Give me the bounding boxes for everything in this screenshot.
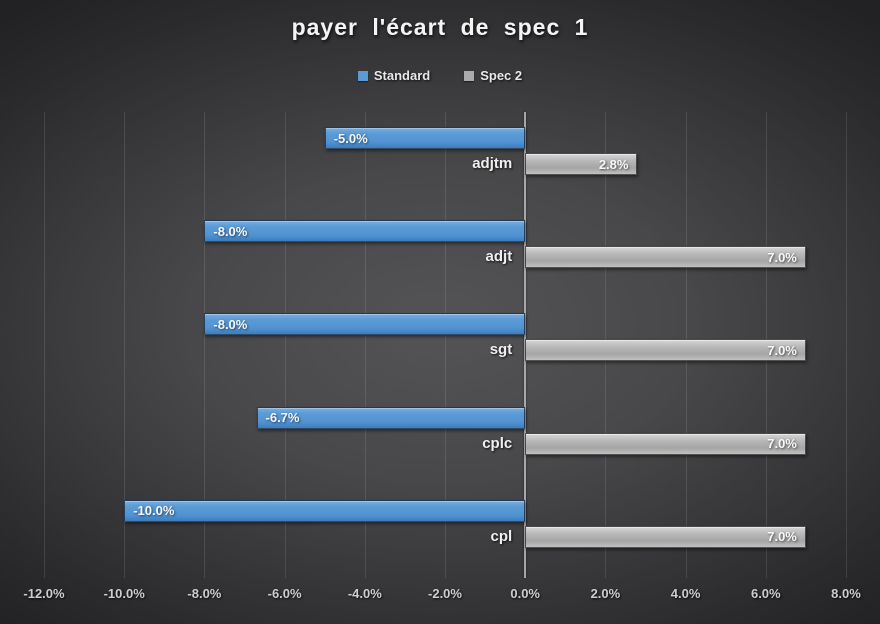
x-tick-label: 8.0% xyxy=(831,586,861,601)
bar-value-label: -8.0% xyxy=(213,316,248,332)
bar-value-label: 7.0% xyxy=(767,342,797,358)
bar-value-label: -8.0% xyxy=(213,223,248,239)
category-band-adjt: -8.0% 7.0% adjt xyxy=(44,205,846,298)
category-band-cpl: -10.0% 7.0% cpl xyxy=(44,485,846,578)
legend-swatch xyxy=(464,70,475,81)
gridline xyxy=(44,112,45,578)
x-tick-label: 4.0% xyxy=(670,586,701,601)
x-tick-label: -8.0% xyxy=(187,586,222,601)
legend-item-standard: Standard xyxy=(357,68,431,83)
category-label-cplc: cplc xyxy=(482,434,513,452)
bar-spec2-cpl: 7.0% xyxy=(525,525,806,548)
bar-standard-cpl: -10.0% xyxy=(124,499,526,522)
category-band-adjtm: -5.0% 2.8% adjtm xyxy=(44,112,846,205)
x-tick-label: -10.0% xyxy=(103,586,145,601)
category-label-adjt: adjt xyxy=(485,248,513,266)
chart-legend: Standard Spec 2 xyxy=(0,68,880,83)
category-band-cplc: -6.7% 7.0% cplc xyxy=(44,392,846,485)
category-label-sgt: sgt xyxy=(489,341,513,359)
bar-value-label: -10.0% xyxy=(133,503,175,519)
bar-value-label: 7.0% xyxy=(767,249,797,265)
x-axis: -12.0% -10.0% -8.0% -6.0% -4.0% -2.0% 0.0% 2.0%… xyxy=(23,586,860,610)
category-label-adjtm: adjtm xyxy=(472,155,513,172)
bar-standard-adjtm: -5.0% xyxy=(324,127,526,149)
bar-value-label: 7.0% xyxy=(767,529,797,545)
x-tick-label: 0.0% xyxy=(510,586,540,601)
x-tick-label: -2.0% xyxy=(428,586,462,601)
bar-spec2-adjtm: 2.8% xyxy=(525,153,638,175)
bar-standard-adjt: -8.0% xyxy=(204,220,526,243)
bar-value-label: -6.7% xyxy=(265,410,300,426)
bar-standard-sgt: -8.0% xyxy=(204,313,526,336)
gridline xyxy=(124,112,126,578)
x-tick-label: -12.0% xyxy=(23,586,65,601)
category-label-cpl: cpl xyxy=(490,527,513,545)
x-tick-label: -4.0% xyxy=(347,586,382,601)
category-band-sgt: -8.0% 7.0% sgt xyxy=(44,298,846,391)
bar-value-label: 2.8% xyxy=(598,156,629,172)
gridline xyxy=(364,112,366,578)
gridline xyxy=(846,112,847,578)
x-tick-label: -6.0% xyxy=(267,586,302,601)
bar-spec2-adjt: 7.0% xyxy=(525,246,806,269)
plot-area: -5.0% 2.8% adjtm -8.0% 7.0% adjt -8.0% 7.0% sgt -… xyxy=(44,112,847,578)
gridline xyxy=(284,112,286,578)
x-tick-label: 2.0% xyxy=(590,586,621,601)
chart-title: payer l'écart de spec 1 xyxy=(291,14,589,40)
legend-label: Spec 2 xyxy=(480,68,523,83)
bar-spec2-sgt: 7.0% xyxy=(525,339,806,362)
bar-value-label: 7.0% xyxy=(767,436,797,452)
x-tick-label: 6.0% xyxy=(750,586,781,601)
legend-swatch xyxy=(357,70,368,81)
bar-spec2-cplc: 7.0% xyxy=(525,432,806,455)
legend-label: Standard xyxy=(373,68,431,83)
bar-standard-cplc: -6.7% xyxy=(256,406,526,429)
bar-value-label: -5.0% xyxy=(333,130,368,146)
gridline xyxy=(445,112,446,578)
legend-item-spec-2: Spec 2 xyxy=(464,68,522,83)
gridline xyxy=(204,112,206,578)
